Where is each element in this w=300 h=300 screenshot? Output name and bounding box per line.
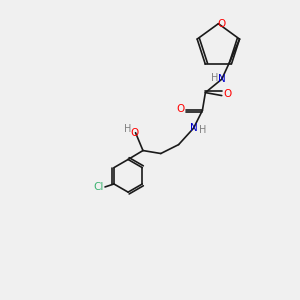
Text: N: N — [218, 74, 226, 84]
Text: O: O — [176, 104, 184, 114]
Text: O: O — [130, 128, 138, 138]
Text: H: H — [211, 73, 218, 83]
Text: H: H — [199, 125, 206, 135]
Text: N: N — [190, 123, 197, 133]
Text: Cl: Cl — [93, 182, 104, 192]
Text: O: O — [217, 19, 226, 29]
Text: O: O — [223, 89, 231, 99]
Text: H: H — [124, 124, 131, 134]
